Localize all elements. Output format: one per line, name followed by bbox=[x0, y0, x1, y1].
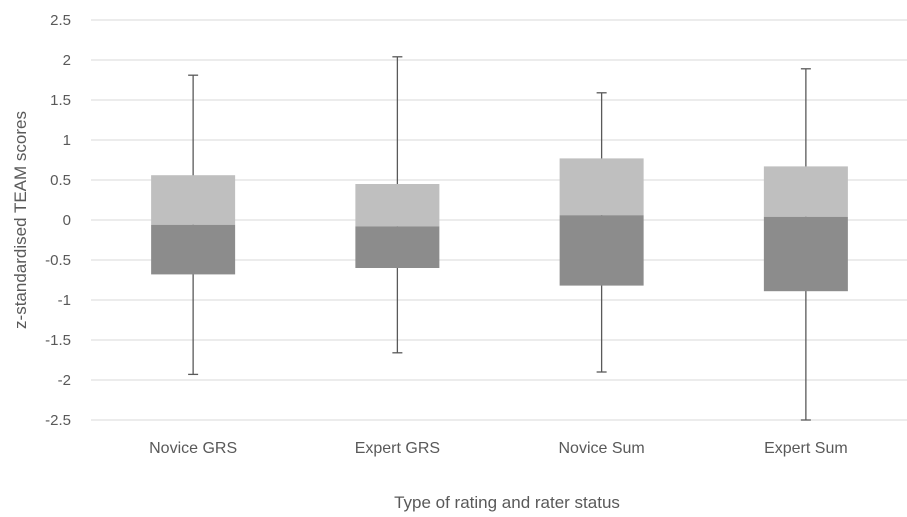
box-novice-grs bbox=[151, 74, 236, 376]
box-novice-sum bbox=[559, 92, 644, 373]
box-lower-quartile bbox=[559, 215, 644, 286]
x-axis-category-labels: Novice GRS Expert GRS Novice Sum Expert Sum bbox=[149, 440, 848, 457]
y-tick-label: 0 bbox=[63, 212, 71, 229]
box-lower-quartile bbox=[355, 226, 440, 268]
box-upper-quartile bbox=[151, 175, 236, 225]
box-expert-grs bbox=[355, 56, 440, 354]
y-tick-label: -1 bbox=[58, 292, 71, 309]
box-series bbox=[151, 56, 848, 421]
y-axis-title: z-standardised TEAM scores bbox=[11, 111, 30, 329]
x-category-label: Novice GRS bbox=[149, 440, 237, 457]
y-tick-label: 2.5 bbox=[50, 12, 71, 29]
box-lower-quartile bbox=[151, 224, 236, 275]
y-axis-tick-labels: 2.5 2 1.5 1 0.5 0 -0.5 -1 -1.5 -2 -2.5 bbox=[45, 12, 71, 429]
box-upper-quartile bbox=[763, 166, 848, 217]
y-tick-label: -0.5 bbox=[45, 252, 71, 269]
y-tick-label: 2 bbox=[63, 52, 71, 69]
box-upper-quartile bbox=[559, 158, 644, 216]
y-tick-label: -2.5 bbox=[45, 412, 71, 429]
box-expert-sum bbox=[763, 68, 848, 421]
x-category-label: Expert GRS bbox=[355, 440, 440, 457]
box-lower-quartile bbox=[763, 216, 848, 292]
y-tick-label: -1.5 bbox=[45, 332, 71, 349]
x-category-label: Expert Sum bbox=[764, 440, 848, 457]
x-category-label: Novice Sum bbox=[559, 440, 645, 457]
y-tick-label: 1.5 bbox=[50, 92, 71, 109]
y-tick-label: 1 bbox=[63, 132, 71, 149]
x-axis-title: Type of rating and rater status bbox=[394, 493, 620, 512]
y-tick-label: 0.5 bbox=[50, 172, 71, 189]
y-tick-label: -2 bbox=[58, 372, 71, 389]
box-upper-quartile bbox=[355, 184, 440, 227]
